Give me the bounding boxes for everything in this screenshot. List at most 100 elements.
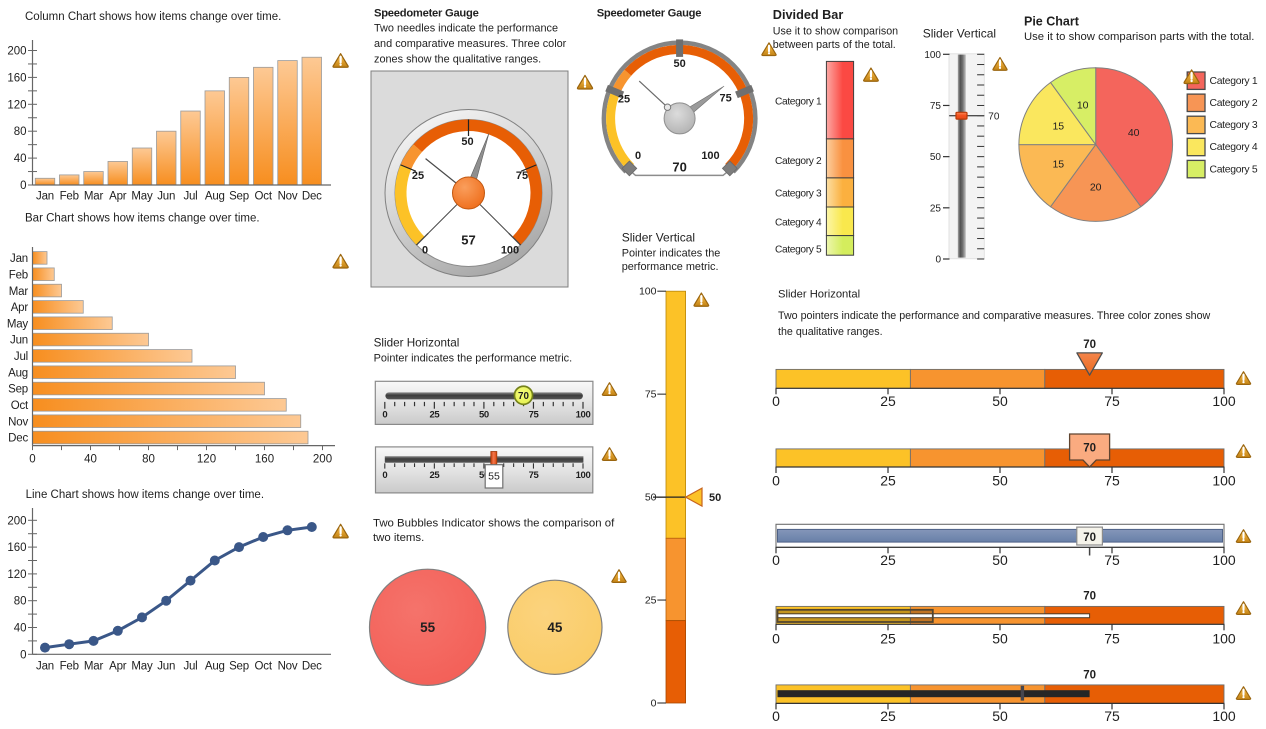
svg-text:50: 50: [992, 708, 1008, 724]
svg-text:160: 160: [255, 454, 274, 466]
svg-text:Use it to show comparison: Use it to show comparison: [773, 26, 898, 38]
svg-text:100: 100: [701, 150, 719, 162]
svg-text:Speedometer Gauge: Speedometer Gauge: [597, 8, 702, 20]
svg-text:100: 100: [501, 245, 519, 257]
svg-text:70: 70: [1083, 532, 1096, 544]
svg-text:50: 50: [992, 473, 1008, 489]
svg-text:40: 40: [14, 153, 27, 165]
svg-text:Column Chart shows how items c: Column Chart shows how items change over…: [25, 11, 281, 23]
svg-text:May: May: [131, 661, 153, 673]
svg-text:100: 100: [1212, 552, 1236, 568]
svg-text:Mar: Mar: [84, 191, 104, 203]
svg-text:25: 25: [880, 393, 896, 409]
svg-text:0: 0: [935, 255, 941, 266]
svg-text:Feb: Feb: [60, 191, 79, 203]
svg-text:Jun: Jun: [157, 191, 175, 203]
svg-text:75: 75: [529, 470, 540, 481]
svg-text:Category 5: Category 5: [1210, 164, 1258, 175]
svg-text:Jul: Jul: [14, 351, 28, 363]
svg-text:80: 80: [14, 126, 27, 138]
svg-text:Category 4: Category 4: [1210, 142, 1258, 153]
svg-text:Oct: Oct: [255, 661, 273, 673]
svg-text:Slider Vertical: Slider Vertical: [923, 27, 996, 41]
svg-text:70: 70: [1083, 443, 1096, 455]
svg-text:50: 50: [992, 552, 1008, 568]
svg-text:Jul: Jul: [183, 191, 197, 203]
svg-text:75: 75: [1104, 473, 1120, 489]
svg-text:80: 80: [142, 454, 155, 466]
svg-text:Speedometer Gauge: Speedometer Gauge: [374, 8, 479, 20]
svg-text:Aug: Aug: [8, 367, 28, 379]
svg-text:40: 40: [1128, 127, 1140, 139]
svg-text:Sep: Sep: [8, 384, 28, 396]
svg-text:0: 0: [635, 150, 641, 162]
svg-text:Oct: Oct: [11, 400, 29, 412]
svg-text:70: 70: [1083, 591, 1096, 603]
svg-text:0: 0: [772, 708, 780, 724]
svg-text:Divided Bar: Divided Bar: [773, 8, 844, 22]
svg-text:and comparative measures. Thre: and comparative measures. Three color: [374, 38, 567, 50]
svg-text:Feb: Feb: [60, 661, 79, 673]
svg-text:75: 75: [1104, 708, 1120, 724]
svg-text:200: 200: [7, 46, 26, 58]
svg-text:75: 75: [529, 410, 540, 421]
svg-text:Line Chart shows how items cha: Line Chart shows how items change over t…: [26, 489, 264, 501]
svg-text:25: 25: [412, 170, 424, 182]
svg-text:80: 80: [14, 596, 27, 608]
svg-text:100: 100: [576, 470, 591, 481]
svg-text:75: 75: [1104, 552, 1120, 568]
svg-text:Pointer indicates the performa: Pointer indicates the performance metric…: [374, 353, 573, 365]
svg-text:70: 70: [988, 111, 1000, 122]
svg-text:Dec: Dec: [8, 433, 28, 445]
svg-text:Dec: Dec: [302, 191, 322, 203]
svg-text:120: 120: [7, 569, 26, 581]
svg-text:75: 75: [719, 93, 731, 105]
svg-text:Category 1: Category 1: [775, 96, 822, 107]
svg-text:May: May: [7, 318, 29, 330]
svg-text:50: 50: [673, 58, 685, 70]
svg-text:0: 0: [382, 410, 387, 421]
svg-text:0: 0: [772, 393, 780, 409]
svg-text:0: 0: [20, 649, 26, 661]
svg-text:Category 2: Category 2: [775, 156, 822, 167]
svg-text:50: 50: [992, 631, 1008, 647]
svg-text:Use it to show comparison part: Use it to show comparison parts with the…: [1024, 31, 1254, 43]
svg-text:two items.: two items.: [373, 532, 424, 544]
svg-text:160: 160: [7, 72, 26, 84]
svg-text:50: 50: [479, 470, 489, 481]
svg-text:the qualitative ranges.: the qualitative ranges.: [778, 326, 883, 338]
svg-text:Nov: Nov: [278, 191, 298, 203]
svg-text:Oct: Oct: [255, 191, 273, 203]
svg-text:Jan: Jan: [36, 191, 54, 203]
svg-text:25: 25: [430, 470, 441, 481]
svg-text:Pie Chart: Pie Chart: [1024, 15, 1080, 29]
svg-text:75: 75: [1104, 393, 1120, 409]
svg-text:50: 50: [709, 492, 721, 504]
svg-text:Two pointers indicate the perf: Two pointers indicate the performance an…: [778, 310, 1211, 322]
svg-text:200: 200: [7, 515, 26, 527]
svg-text:75: 75: [645, 389, 657, 401]
svg-text:Jun: Jun: [10, 335, 28, 347]
svg-text:Aug: Aug: [205, 661, 225, 673]
svg-text:120: 120: [197, 454, 216, 466]
svg-text:55: 55: [420, 620, 436, 635]
svg-text:Jan: Jan: [36, 661, 54, 673]
svg-text:20: 20: [1090, 182, 1102, 194]
svg-text:40: 40: [14, 623, 27, 635]
svg-text:Jul: Jul: [183, 661, 197, 673]
svg-text:100: 100: [1212, 473, 1236, 489]
svg-text:70: 70: [518, 391, 529, 402]
svg-text:Apr: Apr: [109, 661, 127, 673]
svg-text:100: 100: [576, 410, 591, 421]
svg-text:between parts of the total.: between parts of the total.: [773, 39, 896, 51]
svg-text:100: 100: [1212, 631, 1236, 647]
svg-text:0: 0: [20, 180, 26, 192]
svg-text:15: 15: [1052, 159, 1064, 171]
svg-text:Nov: Nov: [278, 661, 298, 673]
svg-text:100: 100: [924, 50, 941, 61]
svg-text:25: 25: [645, 595, 657, 607]
svg-text:0: 0: [772, 552, 780, 568]
svg-text:200: 200: [313, 454, 332, 466]
svg-text:70: 70: [672, 160, 686, 175]
svg-text:25: 25: [880, 631, 896, 647]
